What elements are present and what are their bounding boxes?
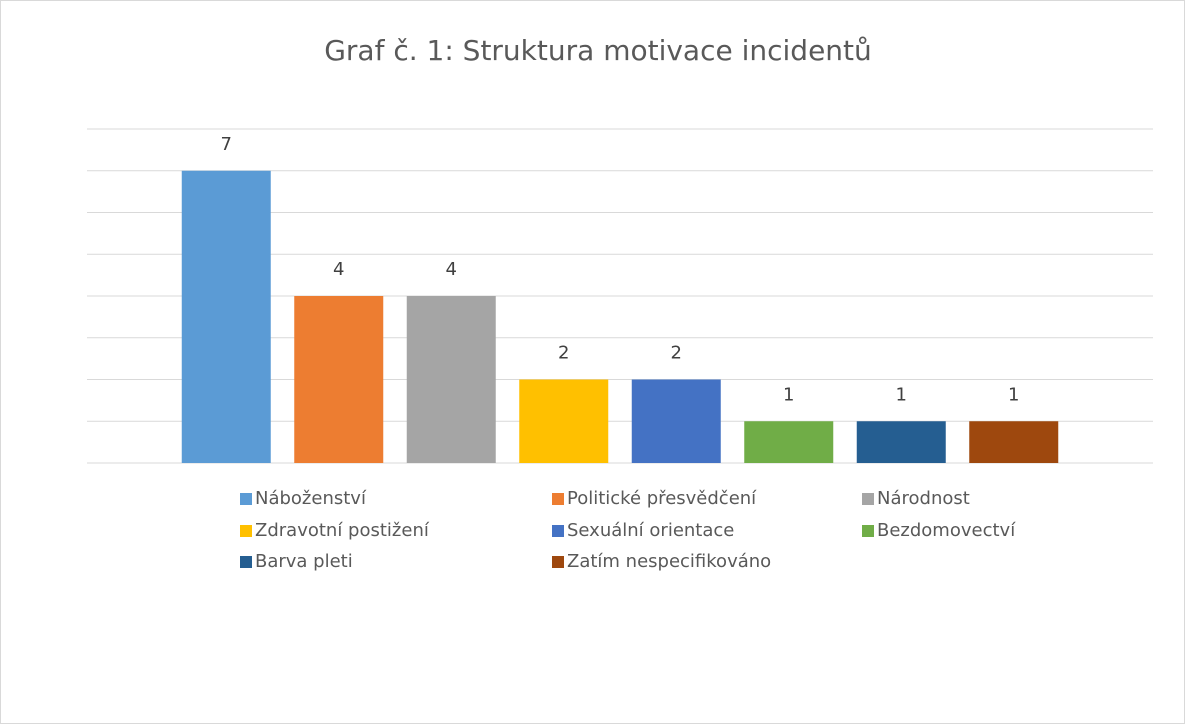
legend-swatch <box>552 493 564 505</box>
data-label: 4 <box>446 259 457 280</box>
data-label: 1 <box>1008 384 1019 405</box>
legend-swatch <box>862 525 874 537</box>
data-label: 1 <box>783 384 794 405</box>
bar <box>631 379 721 463</box>
legend-swatch <box>862 493 874 505</box>
legend-label: Bezdomovectví <box>877 520 1016 541</box>
bar <box>181 170 271 463</box>
legend-label: Politické přesvědčení <box>567 488 757 509</box>
legend-label: Náboženství <box>255 488 367 509</box>
bar <box>294 296 384 463</box>
data-label: 7 <box>221 134 232 155</box>
data-label: 1 <box>896 384 907 405</box>
legend-swatch <box>552 556 564 568</box>
bar <box>856 421 946 463</box>
bar <box>519 379 609 463</box>
legend-swatch <box>240 493 252 505</box>
bar <box>744 421 834 463</box>
legend-swatch <box>240 556 252 568</box>
chart-title: Graf č. 1: Struktura motivace incidentů <box>324 34 872 67</box>
bar <box>969 421 1059 463</box>
data-label: 2 <box>558 343 569 364</box>
legend-label: Národnost <box>877 488 970 509</box>
legend-label: Zatím nespecifikováno <box>567 551 771 572</box>
legend-swatch <box>240 525 252 537</box>
data-label: 2 <box>671 343 682 364</box>
bar <box>406 296 496 463</box>
legend-label: Barva pleti <box>255 551 353 572</box>
legend-label: Zdravotní postižení <box>255 520 430 541</box>
data-label: 4 <box>333 259 344 280</box>
legend-swatch <box>552 525 564 537</box>
legend-label: Sexuální orientace <box>567 520 734 541</box>
